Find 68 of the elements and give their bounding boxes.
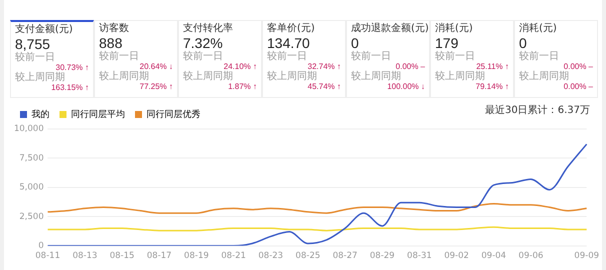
text: 消耗(元): [435, 23, 474, 35]
text: 较上周同期: [519, 71, 570, 82]
x-tick-label: 09-06: [518, 251, 544, 262]
text: 25.11% ↑: [476, 62, 509, 71]
x-tick-label: 09-04: [481, 251, 506, 262]
text: 888: [99, 35, 124, 51]
text: 消耗(元): [519, 23, 558, 35]
text: 较上周同期: [15, 72, 66, 83]
text: 0.00% –: [396, 62, 425, 71]
text: 支付金额(元): [15, 24, 74, 36]
text: 较前一日: [183, 51, 224, 62]
text: 较上周同期: [183, 71, 234, 82]
text: 访客数: [99, 23, 130, 35]
text: 较前一日: [267, 51, 308, 62]
text: 较上周同期: [351, 71, 402, 82]
text: 0: [519, 35, 527, 51]
text: 30.73% ↑: [56, 63, 89, 72]
legend-label: 同行同层优秀: [146, 108, 200, 120]
text: 0.00% –: [564, 62, 593, 71]
text: 支付转化率: [183, 23, 234, 35]
text: 20.64% ↓: [140, 62, 173, 71]
text: 最近30日累计：6.37万: [485, 104, 590, 117]
line-series: [46, 143, 588, 246]
x-tick-label: 08-29: [370, 251, 395, 262]
x-tick-label: 08-21: [221, 251, 246, 262]
x-tick-label: 09-02: [444, 251, 469, 262]
text: 32.74% ↑: [308, 62, 341, 71]
x-tick-label: 08-11: [35, 251, 60, 262]
x-tick-label: 09-09: [574, 251, 599, 262]
text: 24.10% ↑: [224, 62, 257, 71]
x-tick-label: 08-15: [110, 251, 134, 262]
text: 7.32%: [183, 35, 224, 51]
text: 8,755: [15, 36, 52, 52]
x-tick-label: 08-17: [146, 251, 172, 262]
text: 较上周同期: [267, 71, 318, 82]
y-tick-label: 10,000: [14, 124, 44, 134]
x-tick-label: 08-25: [296, 251, 320, 262]
text: 较前一日: [519, 51, 560, 62]
text: 0: [351, 35, 359, 51]
y-tick-label: 0: [38, 241, 44, 252]
text: 较上周同期: [435, 71, 486, 82]
text: 较前一日: [351, 51, 392, 62]
text: 163.15% ↑: [51, 83, 89, 92]
text: 较前一日: [15, 52, 56, 63]
text: 客单价(元): [267, 23, 316, 35]
text: 0.00% –: [564, 82, 593, 91]
text: 77.25% ↑: [140, 82, 173, 91]
text: 较前一日: [435, 51, 476, 62]
text: 45.74% ↑: [308, 82, 341, 91]
x-tick-label: 08-27: [332, 251, 358, 262]
text: 1.87% ↑: [228, 82, 257, 91]
text: 134.70: [267, 35, 311, 51]
x-tick-label: 08-23: [258, 251, 284, 262]
text: 较上周同期: [99, 71, 150, 82]
x-tick-label: 08-13: [72, 251, 98, 262]
legend-label: 我的: [32, 108, 50, 120]
legend-label: 同行同层平均: [71, 108, 125, 120]
text: 179: [435, 35, 460, 51]
y-tick-label: 5,000: [19, 182, 44, 193]
text: 100.00% ↓: [387, 82, 425, 91]
text: 成功退款金额(元): [351, 23, 429, 35]
line-series: [46, 203, 588, 214]
y-tick-label: 2,500: [19, 212, 44, 222]
x-tick-label: 08-19: [184, 251, 209, 262]
x-tick-label: 08-31: [407, 251, 432, 262]
text: 79.14% ↑: [476, 82, 509, 91]
text: 较前一日: [99, 51, 140, 62]
y-tick-label: 7,500: [19, 153, 44, 164]
